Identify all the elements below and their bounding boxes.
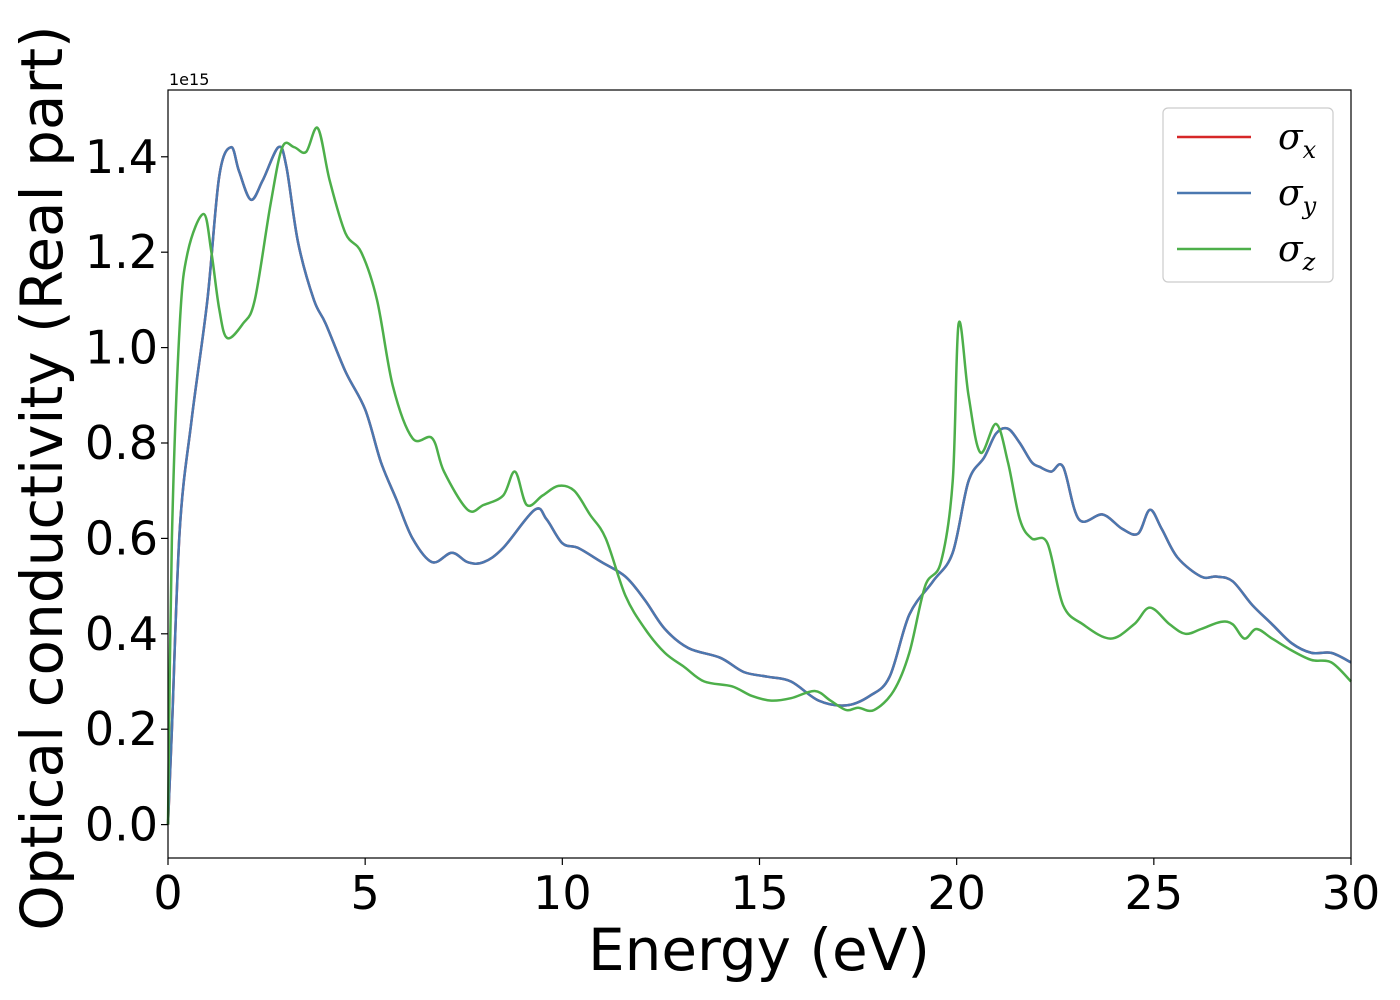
y-tick-label: 0.0 xyxy=(85,798,158,852)
y-tick-label: 1.0 xyxy=(85,321,158,375)
x-tick-label: 20 xyxy=(927,866,986,920)
x-tick-label: 25 xyxy=(1125,866,1184,920)
x-tick-label: 10 xyxy=(533,866,592,920)
y-tick-label: 1.4 xyxy=(85,130,158,184)
x-tick-label: 15 xyxy=(730,866,789,920)
y-tick-label: 0.4 xyxy=(85,607,158,661)
y-axis-ticks: 0.0 0.2 0.4 0.6 0.8 1.0 1.2 1.4 xyxy=(85,130,168,852)
legend-box xyxy=(1162,107,1334,283)
x-axis-title: Energy (eV) xyxy=(588,916,930,984)
series-line-sigma-y xyxy=(166,145,1352,825)
y-tick-label: 1.2 xyxy=(85,225,158,279)
x-tick-label: 0 xyxy=(153,866,182,920)
x-tick-label: 5 xyxy=(351,866,380,920)
y-axis-title: Optical conductivity (Real part) xyxy=(8,25,76,930)
series-line-sigma-z xyxy=(166,126,1352,825)
y-tick-label: 0.8 xyxy=(85,416,158,470)
y-tick-label: 0.6 xyxy=(85,511,158,565)
series-layer xyxy=(166,126,1352,825)
y-tick-label: 0.2 xyxy=(85,702,158,756)
y-multiplier-label: 1e15 xyxy=(169,70,209,89)
x-axis-ticks: 0 5 10 15 20 25 30 xyxy=(153,858,1380,920)
x-tick-label: 30 xyxy=(1322,866,1381,920)
